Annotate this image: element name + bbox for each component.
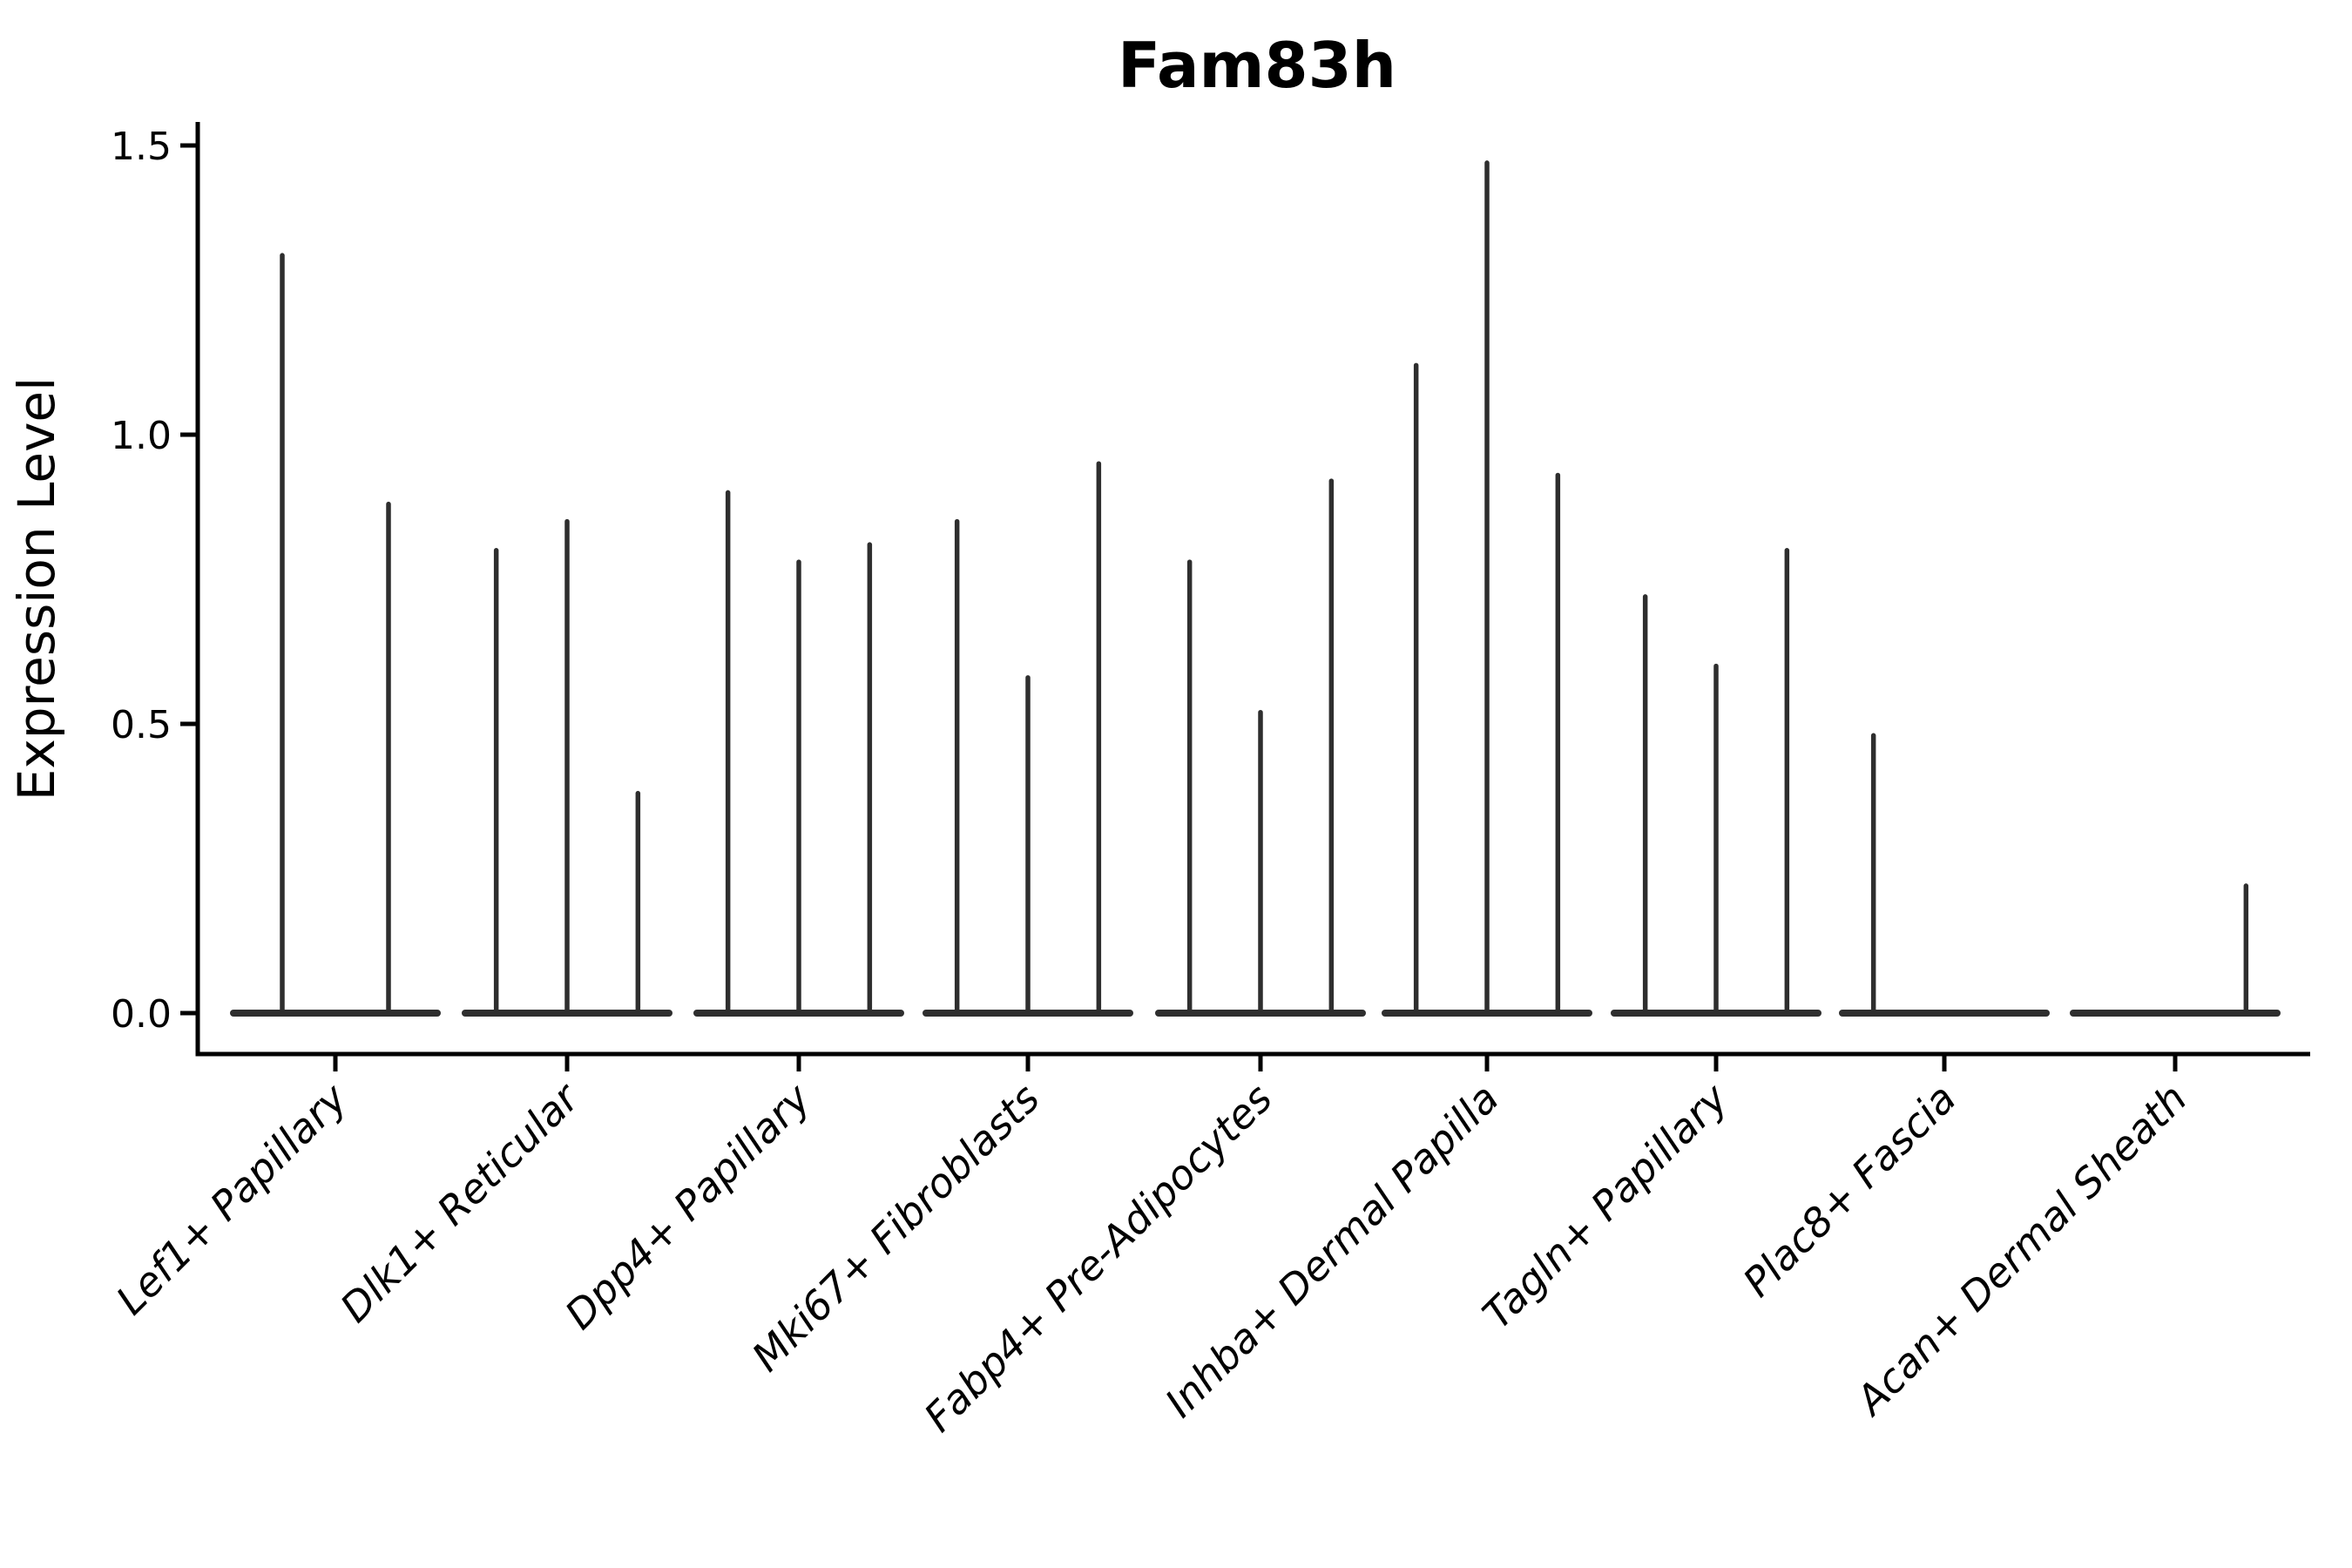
y-tick-label: 0.0 xyxy=(111,992,172,1037)
y-tick-label: 1.5 xyxy=(111,125,172,169)
x-tick-label: Plac8+ Fascia xyxy=(1734,1075,1964,1306)
x-tick-label: Dpp4+ Papillary xyxy=(556,1074,820,1338)
chart-title: Fam83h xyxy=(1118,29,1396,102)
y-tick-label: 0.5 xyxy=(111,703,172,747)
violins xyxy=(230,160,2281,1017)
y-axis-label: Expression Level xyxy=(7,377,66,801)
axes xyxy=(195,122,2310,1057)
x-tick-label: Lef1+ Papillary xyxy=(107,1074,356,1323)
x-axis-ticks xyxy=(333,1054,2178,1071)
x-tick-label: Dlk1+ Reticular xyxy=(331,1072,590,1331)
x-tick-label: Tagln+ Papillary xyxy=(1473,1074,1737,1338)
y-axis-ticks: 0.0 0.5 1.0 1.5 xyxy=(111,125,198,1037)
y-tick-label: 1.0 xyxy=(111,414,172,458)
